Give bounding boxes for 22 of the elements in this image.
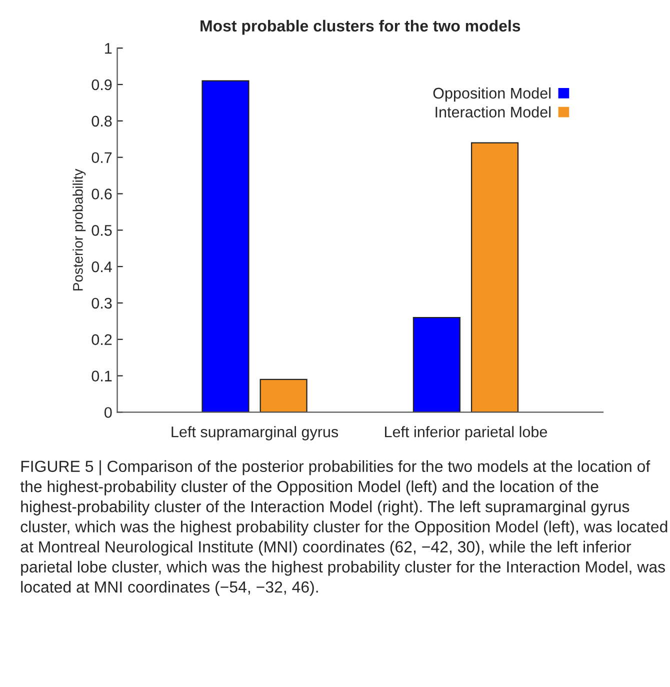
y-tick-label: 0.7 [92,152,112,164]
x-tick-label: Left inferior parietal lobe [385,426,548,440]
bar [470,142,519,412]
y-tick-label: 1 [105,43,112,54]
chart-title: Most probable clusters for the two models [200,20,520,35]
caption: FIGURE 5 | Comparison of the posterior probabilities for the two models at the location of the highest-probability cluster of the Opposition Model (left) and the location of the highest-probability cluster of the Interaction Model (right). The left supramarginal gyrus cluster, which was the highest probability cluster for the Opposition Model (left), was located at Montreal Neurological Institute (MNI) coordinates (62, −42, 30), while the left inferior parietal lobe cluster, which was the highest probability cluster for the Interaction Model, was located at MNI coordinates (−54, −32, 46). [20,460,668,596]
y-tick-label: 0.2 [92,334,112,346]
y-tick-label: 0.5 [92,225,112,236]
legend-label: Interaction Model [436,106,550,118]
y-tick-label: 0.1 [92,370,112,382]
y-tick-label: 0.4 [92,261,112,272]
y-tick-label: 0.9 [92,79,112,90]
y-axis-title: Posterior probability [72,168,86,290]
y-tick-label: 0.6 [92,188,112,200]
y-tick-label: 0.8 [92,116,112,127]
bar [260,378,308,412]
y-tick-label: 0.3 [92,298,112,309]
bar [412,316,460,412]
bar [202,80,250,412]
legend-label: Opposition Model [433,87,550,102]
y-tick-label: 0 [104,407,112,418]
x-tick-label: Left supramarginal gyrus [172,426,338,440]
